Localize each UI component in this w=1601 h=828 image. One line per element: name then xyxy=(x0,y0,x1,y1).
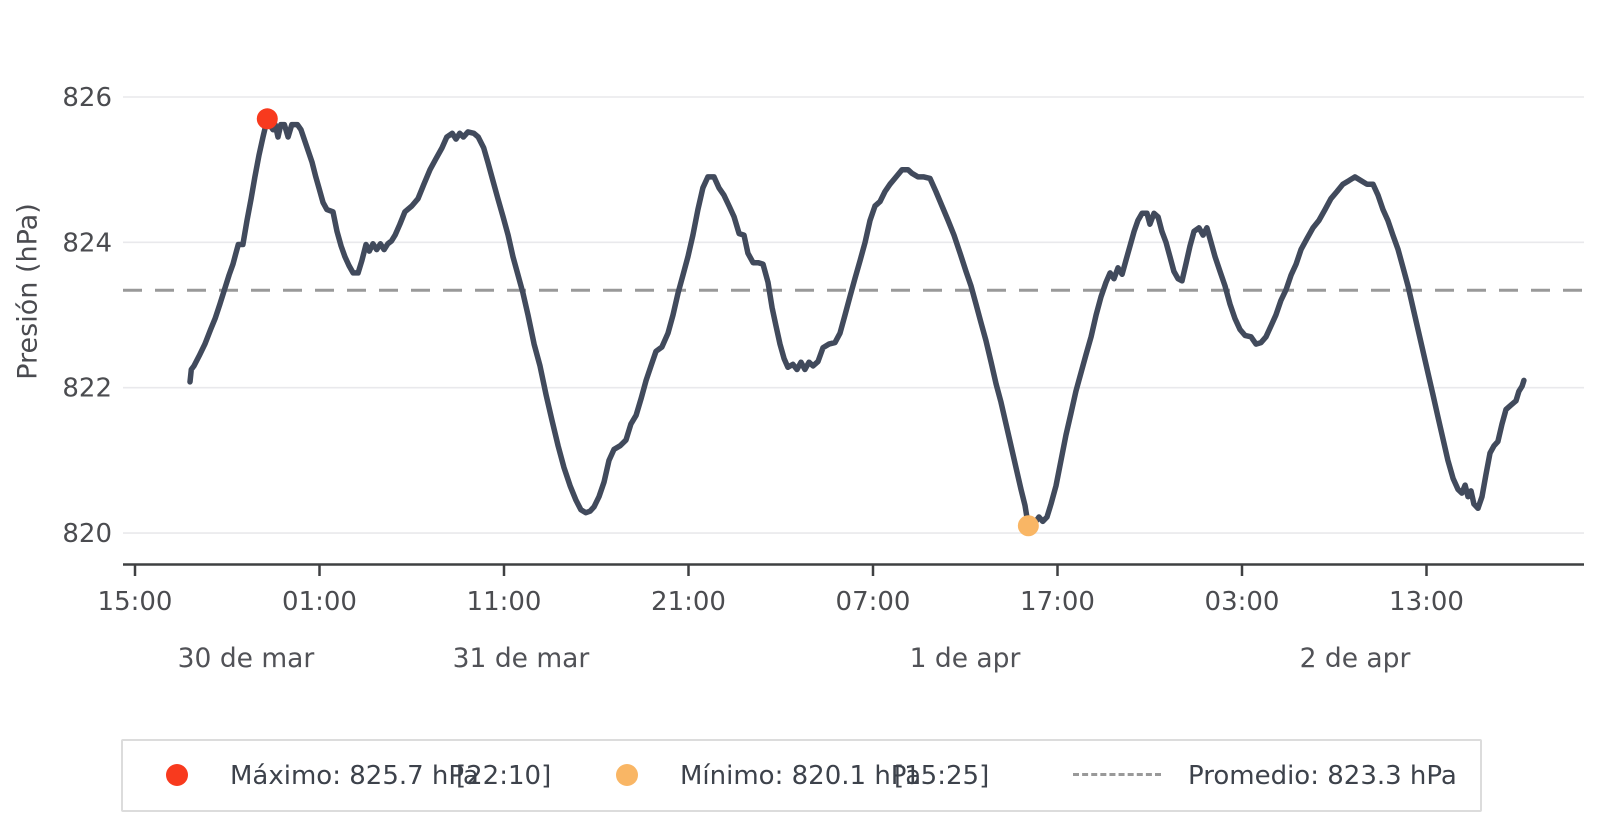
date-label: 1 de apr xyxy=(910,643,1021,674)
date-label: 30 de mar xyxy=(178,643,315,674)
average-line-icon xyxy=(1073,773,1161,776)
legend-min-label: Mínimo: 820.1 hPa xyxy=(680,760,922,791)
legend: Máximo: 825.7 hPa [22:10] Mínimo: 820.1 … xyxy=(121,739,1482,812)
y-tick-label-820: 820 xyxy=(62,519,112,549)
x-tick-label-11:00: 11:00 xyxy=(467,587,542,617)
x-tick-label-21:00: 21:00 xyxy=(651,587,726,617)
legend-avg-label: Promedio: 823.3 hPa xyxy=(1188,760,1457,791)
max-marker-icon xyxy=(166,764,188,786)
pressure-series-line xyxy=(187,116,1527,529)
y-tick-label-826: 826 xyxy=(62,83,112,113)
x-tick-label-01:00: 01:00 xyxy=(282,587,357,617)
max-point-marker xyxy=(256,108,278,130)
y-tick-label-824: 824 xyxy=(62,228,112,258)
x-tick-label-15:00: 15:00 xyxy=(98,587,173,617)
legend-min-time: [15:25] xyxy=(894,760,990,791)
date-label: 31 de mar xyxy=(453,643,590,674)
y-axis-title: Presión (hPa) xyxy=(12,203,44,380)
min-marker-icon xyxy=(616,764,638,786)
legend-max-label: Máximo: 825.7 hPa xyxy=(230,760,479,791)
x-tick-label-03:00: 03:00 xyxy=(1205,587,1280,617)
x-tick-label-07:00: 07:00 xyxy=(836,587,911,617)
date-label: 2 de apr xyxy=(1300,643,1411,674)
y-tick-label-822: 822 xyxy=(62,374,112,404)
min-point-marker xyxy=(1017,515,1039,537)
x-tick-label-17:00: 17:00 xyxy=(1020,587,1095,617)
x-tick-label-13:00: 13:00 xyxy=(1389,587,1464,617)
legend-max-time: [22:10] xyxy=(456,760,552,791)
